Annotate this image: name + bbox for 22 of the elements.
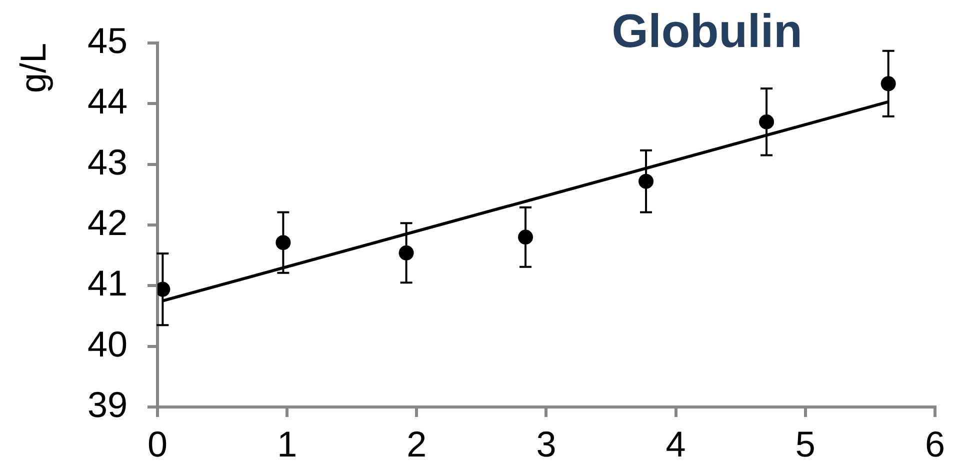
point xyxy=(398,245,414,260)
point xyxy=(880,76,896,92)
x-tick-label: 1 xyxy=(277,424,298,465)
chart-title: Globulin xyxy=(610,4,804,57)
x-tick-label: 4 xyxy=(666,424,686,465)
x-tick-label: 2 xyxy=(406,424,427,465)
y-tick-label: 39 xyxy=(87,384,128,425)
point xyxy=(518,230,534,245)
x-tick-label: 6 xyxy=(924,424,946,465)
y-tick-label: 45 xyxy=(87,20,128,61)
point xyxy=(759,114,774,130)
x-tick-label: 3 xyxy=(536,424,556,465)
y-tick-label: 40 xyxy=(87,323,128,364)
point xyxy=(276,235,291,250)
x-tick-label: 0 xyxy=(147,424,168,465)
y-tick-label: 44 xyxy=(87,80,128,122)
y-tick-label: 43 xyxy=(87,141,128,182)
x-tick-label: 5 xyxy=(795,424,816,465)
y-tick-label: 42 xyxy=(87,202,128,243)
y-axis-title: g/L xyxy=(12,43,54,94)
point xyxy=(638,174,654,189)
y-tick-label: 41 xyxy=(87,262,128,304)
